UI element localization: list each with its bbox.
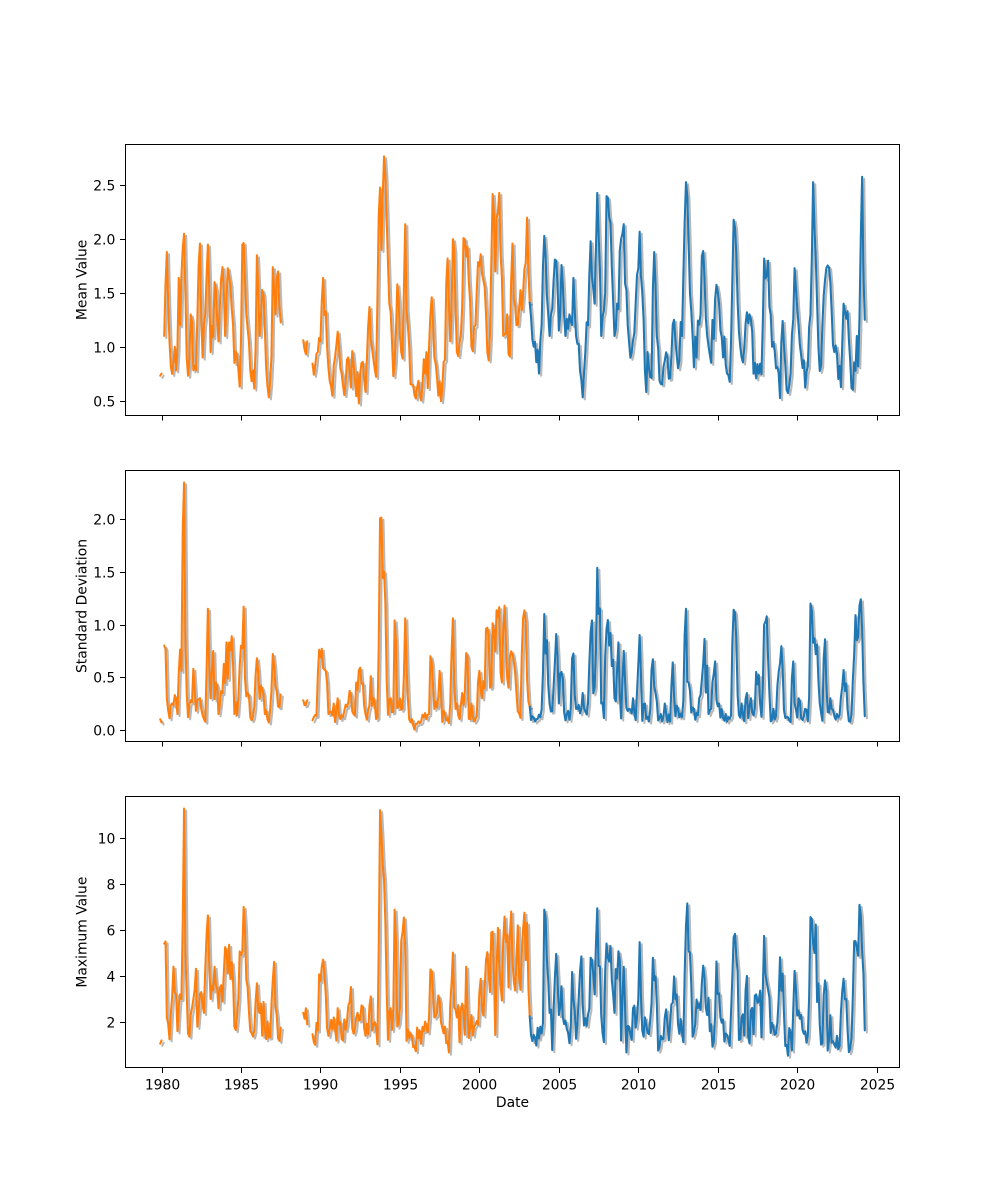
y-axis-label-mean: Mean Value [75, 240, 91, 320]
x-tick-label-max: 1985 [224, 1078, 259, 1094]
y-tick-label-max: 2 [106, 1016, 115, 1032]
x-tick-label-max: 2000 [462, 1078, 497, 1094]
y-axis-label-max: Maximum Value [75, 877, 91, 988]
y-tick-label-std: 1.0 [93, 619, 115, 635]
y-tick-label-mean: 1.0 [93, 341, 115, 357]
series-orange-line [159, 481, 531, 731]
x-tick-label-max: 2005 [542, 1078, 577, 1094]
chart-mean-value: 0.5 1.0 1.5 2.0 2.5 Mean Value [75, 144, 900, 421]
y-tick-label-mean: 1.5 [93, 287, 115, 303]
y-tick-label-mean: 2.0 [93, 233, 115, 249]
x-tick-label-max: 2020 [780, 1078, 815, 1094]
y-tick-label-max: 4 [106, 970, 115, 986]
y-tick-label-std: 0.5 [93, 671, 115, 687]
plot-frame-max [125, 796, 900, 1068]
y-tick-label-max: 10 [98, 832, 116, 848]
plot-frame-std [125, 470, 900, 742]
x-tick-label-max: 2010 [621, 1078, 656, 1094]
x-tick-label-max: 1995 [383, 1078, 418, 1094]
series-blue-shadow [530, 177, 868, 402]
x-tick-label-max: 2015 [701, 1078, 736, 1094]
y-tick-label-mean: 2.5 [93, 179, 115, 195]
series-orange-line [159, 155, 531, 405]
x-tick-label-max: 1990 [303, 1078, 338, 1094]
y-tick-label-max: 6 [106, 924, 115, 940]
x-axis-label-max: Date [496, 1095, 529, 1111]
plot-frame-mean [125, 144, 900, 416]
series-orange-line [159, 807, 531, 1054]
y-tick-label-std: 1.5 [93, 566, 115, 582]
series-orange-shadow [161, 483, 533, 733]
series-blue-line [528, 175, 866, 400]
series-orange-shadow [161, 157, 533, 407]
series-blue-line [528, 902, 866, 1057]
x-tick-label-max: 1980 [145, 1078, 180, 1094]
y-axis-label-std: Standard Deviation [75, 539, 91, 673]
y-tick-label-max: 8 [106, 878, 115, 894]
y-tick-label-mean: 0.5 [93, 395, 115, 411]
y-tick-label-std: 2.0 [93, 513, 115, 529]
series-blue-line [528, 566, 866, 724]
x-tick-label-max: 2025 [860, 1078, 895, 1094]
chart-maximum-value: 1980 1985 1990 1995 2000 2005 2010 2015 2020 2025… [75, 796, 900, 1111]
series-orange-shadow [161, 809, 533, 1056]
y-tick-label-std: 0.0 [93, 724, 115, 740]
